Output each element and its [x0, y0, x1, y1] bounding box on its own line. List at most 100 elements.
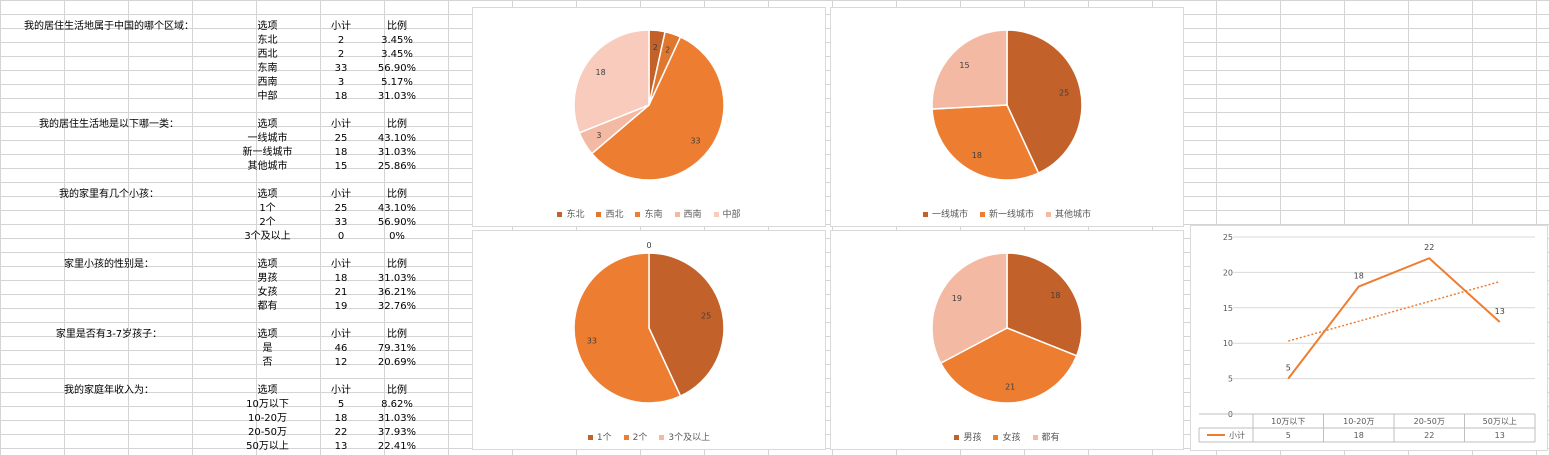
- count-cell[interactable]: 19: [334, 301, 348, 312]
- legend-item[interactable]: 其他城市: [1046, 207, 1091, 220]
- header-option[interactable]: 选项: [257, 385, 278, 396]
- header-count[interactable]: 小计: [331, 189, 351, 200]
- question-label[interactable]: 我的居住生活地是以下哪一类：: [39, 119, 179, 130]
- question-label[interactable]: 我的家里有几个小孩：: [59, 189, 159, 200]
- legend-item[interactable]: 2个: [623, 430, 647, 443]
- legend-item[interactable]: 西南: [674, 207, 702, 220]
- header-option[interactable]: 选项: [257, 329, 278, 340]
- pie-slice[interactable]: [931, 252, 1008, 365]
- pie-slice[interactable]: [939, 327, 1078, 404]
- ratio-cell[interactable]: 25.86%: [377, 161, 417, 172]
- header-count[interactable]: 小计: [331, 21, 351, 32]
- pie-slice[interactable]: [573, 29, 650, 134]
- header-count[interactable]: 小计: [331, 259, 351, 270]
- legend-item[interactable]: 新一线城市: [979, 207, 1034, 220]
- legend-item[interactable]: 都有: [1032, 430, 1060, 443]
- ratio-cell[interactable]: 31.03%: [377, 147, 417, 158]
- ratio-cell[interactable]: 43.10%: [377, 203, 417, 214]
- header-option[interactable]: 选项: [257, 259, 278, 270]
- ratio-cell[interactable]: 56.90%: [377, 217, 417, 228]
- ratio-cell[interactable]: 37.93%: [377, 427, 417, 438]
- option-cell[interactable]: 西北: [257, 49, 278, 60]
- question-label[interactable]: 家里是否有3-7岁孩子：: [55, 329, 163, 340]
- legend-item[interactable]: 女孩: [993, 430, 1021, 443]
- count-cell[interactable]: 12: [334, 357, 348, 368]
- legend-item[interactable]: 中部: [713, 207, 741, 220]
- option-cell[interactable]: 东北: [257, 35, 278, 46]
- chart-legend[interactable]: 1个 2个 3个及以上: [473, 430, 825, 443]
- pie-slice[interactable]: [1006, 29, 1083, 175]
- header-count[interactable]: 小计: [331, 329, 351, 340]
- header-ratio[interactable]: 比例: [387, 385, 407, 396]
- option-cell[interactable]: 都有: [257, 301, 278, 312]
- pie-slice[interactable]: [590, 35, 725, 181]
- question-label[interactable]: 我的居住生活地属于中国的哪个区域：: [24, 21, 194, 32]
- ratio-cell[interactable]: 32.76%: [377, 301, 417, 312]
- option-cell[interactable]: 其他城市: [247, 161, 288, 172]
- ratio-cell[interactable]: 56.90%: [377, 63, 417, 74]
- count-cell[interactable]: 33: [334, 217, 348, 228]
- option-cell[interactable]: 否: [262, 357, 273, 368]
- count-cell[interactable]: 5: [337, 399, 345, 410]
- chart-legend[interactable]: 男孩 女孩 都有: [831, 430, 1183, 443]
- series-line[interactable]: [1287, 257, 1501, 380]
- line-chart-income[interactable]: 0510152025518221310万以下510-20万1820-50万225…: [1190, 225, 1548, 451]
- count-cell[interactable]: 21: [334, 287, 348, 298]
- ratio-cell[interactable]: 31.03%: [377, 273, 417, 284]
- header-option[interactable]: 选项: [257, 119, 278, 130]
- count-cell[interactable]: 3: [337, 77, 345, 88]
- option-cell[interactable]: 20-50万: [247, 427, 288, 438]
- ratio-cell[interactable]: 43.10%: [377, 133, 417, 144]
- header-ratio[interactable]: 比例: [387, 189, 407, 200]
- option-cell[interactable]: 一线城市: [247, 133, 288, 144]
- ratio-cell[interactable]: 0%: [389, 231, 405, 242]
- option-cell[interactable]: 10万以下: [246, 399, 289, 410]
- ratio-cell[interactable]: 3.45%: [381, 35, 413, 46]
- header-ratio[interactable]: 比例: [387, 259, 407, 270]
- option-cell[interactable]: 3个及以上: [244, 231, 291, 242]
- option-cell[interactable]: 女孩: [257, 287, 278, 298]
- legend-item[interactable]: 男孩: [954, 430, 981, 443]
- option-cell[interactable]: 男孩: [257, 273, 278, 284]
- question-label[interactable]: 家里小孩的性别是：: [64, 259, 154, 270]
- header-option[interactable]: 选项: [257, 21, 278, 32]
- ratio-cell[interactable]: 3.45%: [381, 49, 413, 60]
- count-cell[interactable]: 18: [334, 413, 348, 424]
- option-cell[interactable]: 2个: [259, 217, 276, 228]
- count-cell[interactable]: 2: [337, 49, 345, 60]
- pie-chart-children-gender[interactable]: 18 21 19 男孩 女孩 都有: [830, 230, 1184, 450]
- count-cell[interactable]: 25: [334, 203, 348, 214]
- count-cell[interactable]: 18: [334, 273, 348, 284]
- legend-item[interactable]: 一线城市: [922, 207, 968, 220]
- ratio-cell[interactable]: 79.31%: [377, 343, 417, 354]
- pie-chart-city-tier[interactable]: 25 18 15 一线城市 新一线城市 其他城市: [830, 7, 1184, 227]
- count-cell[interactable]: 2: [337, 35, 345, 46]
- question-label[interactable]: 我的家庭年收入为：: [64, 385, 154, 396]
- count-cell[interactable]: 18: [334, 147, 348, 158]
- legend-item[interactable]: 3个及以上: [659, 430, 710, 443]
- pie-chart-region[interactable]: 2 2 33 3 18 东北 西北 东南 西南 中部: [472, 7, 826, 227]
- count-cell[interactable]: 0: [337, 231, 345, 242]
- count-cell[interactable]: 18: [334, 91, 348, 102]
- pie-slice[interactable]: [648, 252, 725, 398]
- header-ratio[interactable]: 比例: [387, 119, 407, 130]
- ratio-cell[interactable]: 8.62%: [381, 399, 413, 410]
- legend-item[interactable]: 东北: [557, 207, 584, 220]
- ratio-cell[interactable]: 31.03%: [377, 91, 417, 102]
- ratio-cell[interactable]: 31.03%: [377, 413, 417, 424]
- legend-item[interactable]: 1个: [587, 430, 612, 443]
- pie-slice[interactable]: [573, 252, 682, 404]
- count-cell[interactable]: 25: [334, 133, 348, 144]
- count-cell[interactable]: 33: [334, 63, 348, 74]
- count-cell[interactable]: 46: [334, 343, 348, 354]
- chart-legend[interactable]: 东北 西北 东南 西南 中部: [473, 207, 825, 220]
- count-cell[interactable]: 22: [334, 427, 348, 438]
- option-cell[interactable]: 中部: [257, 91, 278, 102]
- pie-slice[interactable]: [1006, 252, 1083, 357]
- chart-legend[interactable]: 一线城市 新一线城市 其他城市: [831, 207, 1183, 220]
- option-cell[interactable]: 东南: [257, 63, 278, 74]
- ratio-cell[interactable]: 36.21%: [377, 287, 417, 298]
- ratio-cell[interactable]: 5.17%: [381, 77, 413, 88]
- ratio-cell[interactable]: 20.69%: [377, 357, 417, 368]
- count-cell[interactable]: 15: [334, 161, 348, 172]
